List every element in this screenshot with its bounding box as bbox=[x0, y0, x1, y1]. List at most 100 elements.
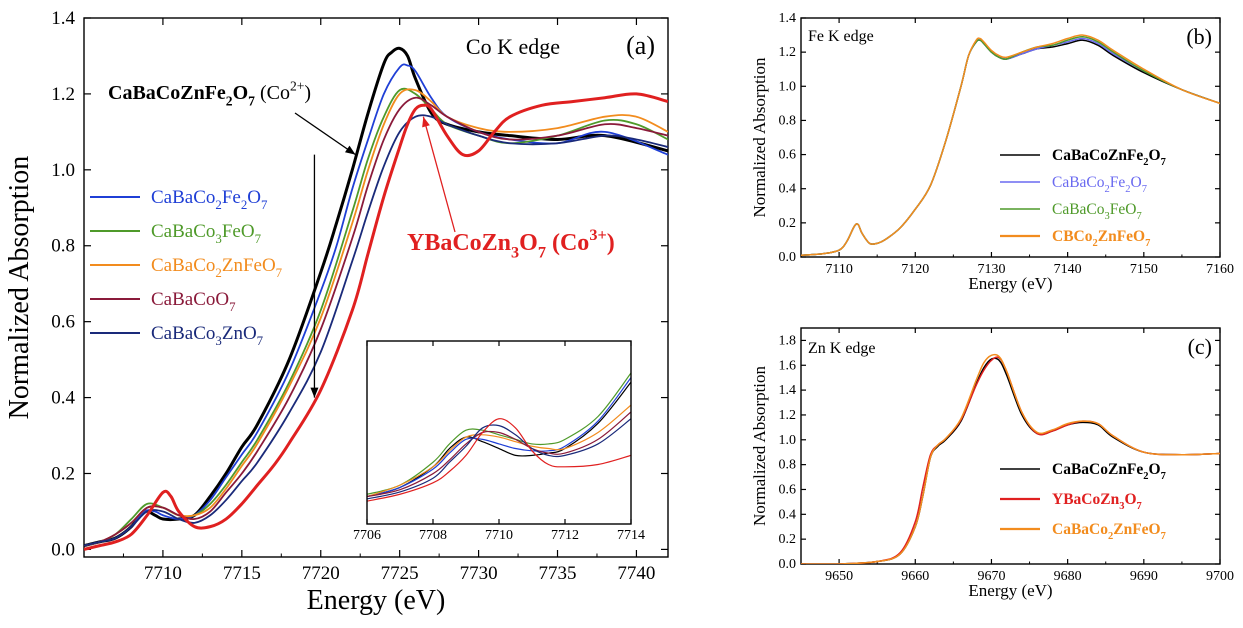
x-tick-label: 7715 bbox=[223, 563, 261, 584]
x-tick-label: 7710 bbox=[144, 563, 182, 584]
arrow-trend-head bbox=[310, 387, 319, 398]
panel-a: 7710 7715 7720 7725 7730 7735 7740 0.0 0.2 0.4 0.6… bbox=[4, 8, 669, 616]
annotation-co2: CaBaCoZnFe2O7 (Co2+) bbox=[108, 79, 311, 109]
arrow-co2-head bbox=[344, 145, 356, 155]
y-tick-label: 0.6 bbox=[779, 148, 797, 163]
panel-c: 9650 9660 9670 9680 9690 9700 0.0 0.2 0.4 0.6 0.8 1… bbox=[750, 327, 1234, 600]
y-tick-label: 0.6 bbox=[779, 482, 797, 497]
y-tick-label: 0.2 bbox=[779, 532, 797, 547]
legend-label: CaBaCoZnFe2O7 bbox=[1052, 147, 1166, 168]
y-tick-label: 0.4 bbox=[51, 388, 75, 409]
series-line-YBaCoZn3O7 bbox=[84, 92, 668, 551]
y-tick-label: 0.4 bbox=[779, 182, 797, 197]
y-tick-label: 0.8 bbox=[779, 458, 797, 473]
x-tick-label: 9680 bbox=[1054, 569, 1082, 584]
legend-label: CaBaCo2ZnFeO7 bbox=[151, 255, 283, 280]
edge-label: Fe K edge bbox=[808, 28, 874, 45]
x-tick-label: 9660 bbox=[901, 569, 929, 584]
series-group bbox=[801, 353, 1220, 564]
series-line-CaBaCoO7 bbox=[367, 411, 631, 498]
series-line-CaBaCo3ZnO7 bbox=[367, 418, 631, 500]
series-line-CaBaCo2ZnFeO7 bbox=[801, 353, 1220, 564]
legend-label: CaBaCo3FeO7 bbox=[1052, 201, 1142, 222]
x-tick-label: 9690 bbox=[1130, 569, 1158, 584]
legend-label: YBaCoZn3O7 bbox=[1052, 491, 1142, 512]
y-axis-label: Normalized Absorption bbox=[750, 57, 769, 218]
series-line-CaBaCo3ZnO7 bbox=[84, 114, 668, 547]
arrow-co2 bbox=[294, 112, 356, 156]
series-line-CBCo2ZnFeO7 bbox=[801, 34, 1220, 257]
legend-label: CaBaCoO7 bbox=[151, 289, 236, 314]
plot-frame bbox=[83, 17, 669, 558]
y-tick-label: 1.2 bbox=[779, 45, 797, 60]
legend: CaBaCoZnFe2O7 CaBaCo2Fe2O7 CaBaCo3FeO7 CBCo… bbox=[1000, 147, 1166, 249]
legend: CaBaCoZnFe2O7 YBaCoZn3O7 CaBaCo2ZnFeO7 bbox=[1000, 461, 1166, 542]
x-axis-label: Energy (eV) bbox=[968, 581, 1052, 600]
y-tick-label: 1.4 bbox=[779, 383, 797, 398]
x-tick-label: 7120 bbox=[901, 262, 929, 277]
y-tick-label: 0.2 bbox=[779, 216, 797, 231]
y-tick-label: 1.0 bbox=[779, 79, 797, 94]
legend-label: CaBaCo2Fe2O7 bbox=[151, 187, 268, 212]
legend-label: CBCo2ZnFeO7 bbox=[1052, 228, 1150, 249]
x-tick-label: 7708 bbox=[419, 528, 447, 543]
legend: CaBaCo2Fe2O7 CaBaCo3FeO7 CaBaCo2ZnFeO7 CaBa… bbox=[90, 187, 283, 348]
legend-label: CaBaCo2Fe2O7 bbox=[1052, 174, 1147, 195]
x-tick-label: 7110 bbox=[825, 262, 852, 277]
panel-label: (a) bbox=[626, 31, 655, 60]
y-tick-label: 1.2 bbox=[779, 408, 797, 423]
series-line-CaBaCo2Fe2O7 bbox=[367, 377, 631, 498]
y-axis-label: Normalized Absorption bbox=[750, 365, 769, 526]
legend-label: CaBaCo3ZnO7 bbox=[151, 323, 264, 348]
x-tick-label: 7710 bbox=[485, 528, 513, 543]
panel-b: 7110 7120 7130 7140 7150 7160 0.0 0.2 0.4 0.6 0.8 1… bbox=[750, 11, 1234, 293]
series-group bbox=[84, 46, 668, 551]
x-tick-label: 7712 bbox=[551, 528, 579, 543]
edge-label: Zn K edge bbox=[808, 340, 876, 357]
y-tick-label: 1.0 bbox=[51, 160, 75, 181]
y-tick-label: 0.0 bbox=[51, 539, 75, 560]
x-tick-label: 7140 bbox=[1054, 262, 1082, 277]
series-line-YBaCoZn3O7 bbox=[367, 418, 631, 502]
y-tick-label: 0.8 bbox=[51, 236, 75, 257]
x-tick-label: 7714 bbox=[617, 528, 645, 543]
x-tick-label: 9700 bbox=[1206, 569, 1234, 584]
y-tick-label: 0.0 bbox=[779, 557, 797, 572]
plot-frame bbox=[800, 327, 1221, 565]
x-tick-label: 7735 bbox=[539, 563, 577, 584]
panel-label: (c) bbox=[1188, 334, 1212, 359]
y-tick-label: 1.8 bbox=[779, 333, 797, 348]
arrow-co3-head bbox=[422, 116, 430, 128]
inset: 7706 7708 7710 7712 7714 bbox=[353, 340, 645, 543]
x-axis-label: Energy (eV) bbox=[307, 585, 446, 616]
plot-frame bbox=[800, 17, 1221, 258]
legend-label: CaBaCo3FeO7 bbox=[151, 221, 262, 246]
x-tick-label: 7725 bbox=[381, 563, 419, 584]
series-line-CaBaCo3FeO7 bbox=[367, 372, 631, 495]
series-group bbox=[801, 34, 1220, 257]
y-tick-label: 1.2 bbox=[51, 84, 75, 105]
y-tick-label: 1.0 bbox=[779, 433, 797, 448]
legend-label: CaBaCo2ZnFeO7 bbox=[1052, 521, 1166, 542]
x-tick-label: 7130 bbox=[977, 262, 1005, 277]
y-tick-label: 0.2 bbox=[51, 463, 75, 484]
x-tick-label: 7160 bbox=[1206, 262, 1234, 277]
y-tick-label: 0.8 bbox=[779, 113, 797, 128]
x-tick-label: 9650 bbox=[825, 569, 853, 584]
series-group bbox=[367, 372, 631, 502]
x-tick-label: 7740 bbox=[617, 563, 655, 584]
y-tick-label: 0.0 bbox=[779, 250, 797, 265]
y-tick-label: 1.4 bbox=[51, 8, 75, 29]
y-tick-label: 1.6 bbox=[779, 358, 797, 373]
x-tick-label: 7730 bbox=[460, 563, 498, 584]
series-line-CaBaCo2ZnFeO7 bbox=[367, 404, 631, 498]
legend-label: CaBaCoZnFe2O7 bbox=[1052, 461, 1166, 482]
annotation-co3: YBaCoZn3O7 (Co3+) bbox=[407, 225, 615, 262]
y-axis-label: Normalized Absorption bbox=[4, 156, 35, 420]
y-tick-label: 0.6 bbox=[51, 312, 75, 333]
panel-label: (b) bbox=[1186, 24, 1212, 49]
y-tick-label: 1.4 bbox=[779, 11, 797, 26]
y-tick-label: 0.4 bbox=[779, 507, 797, 522]
edge-label: Co K edge bbox=[466, 34, 560, 59]
